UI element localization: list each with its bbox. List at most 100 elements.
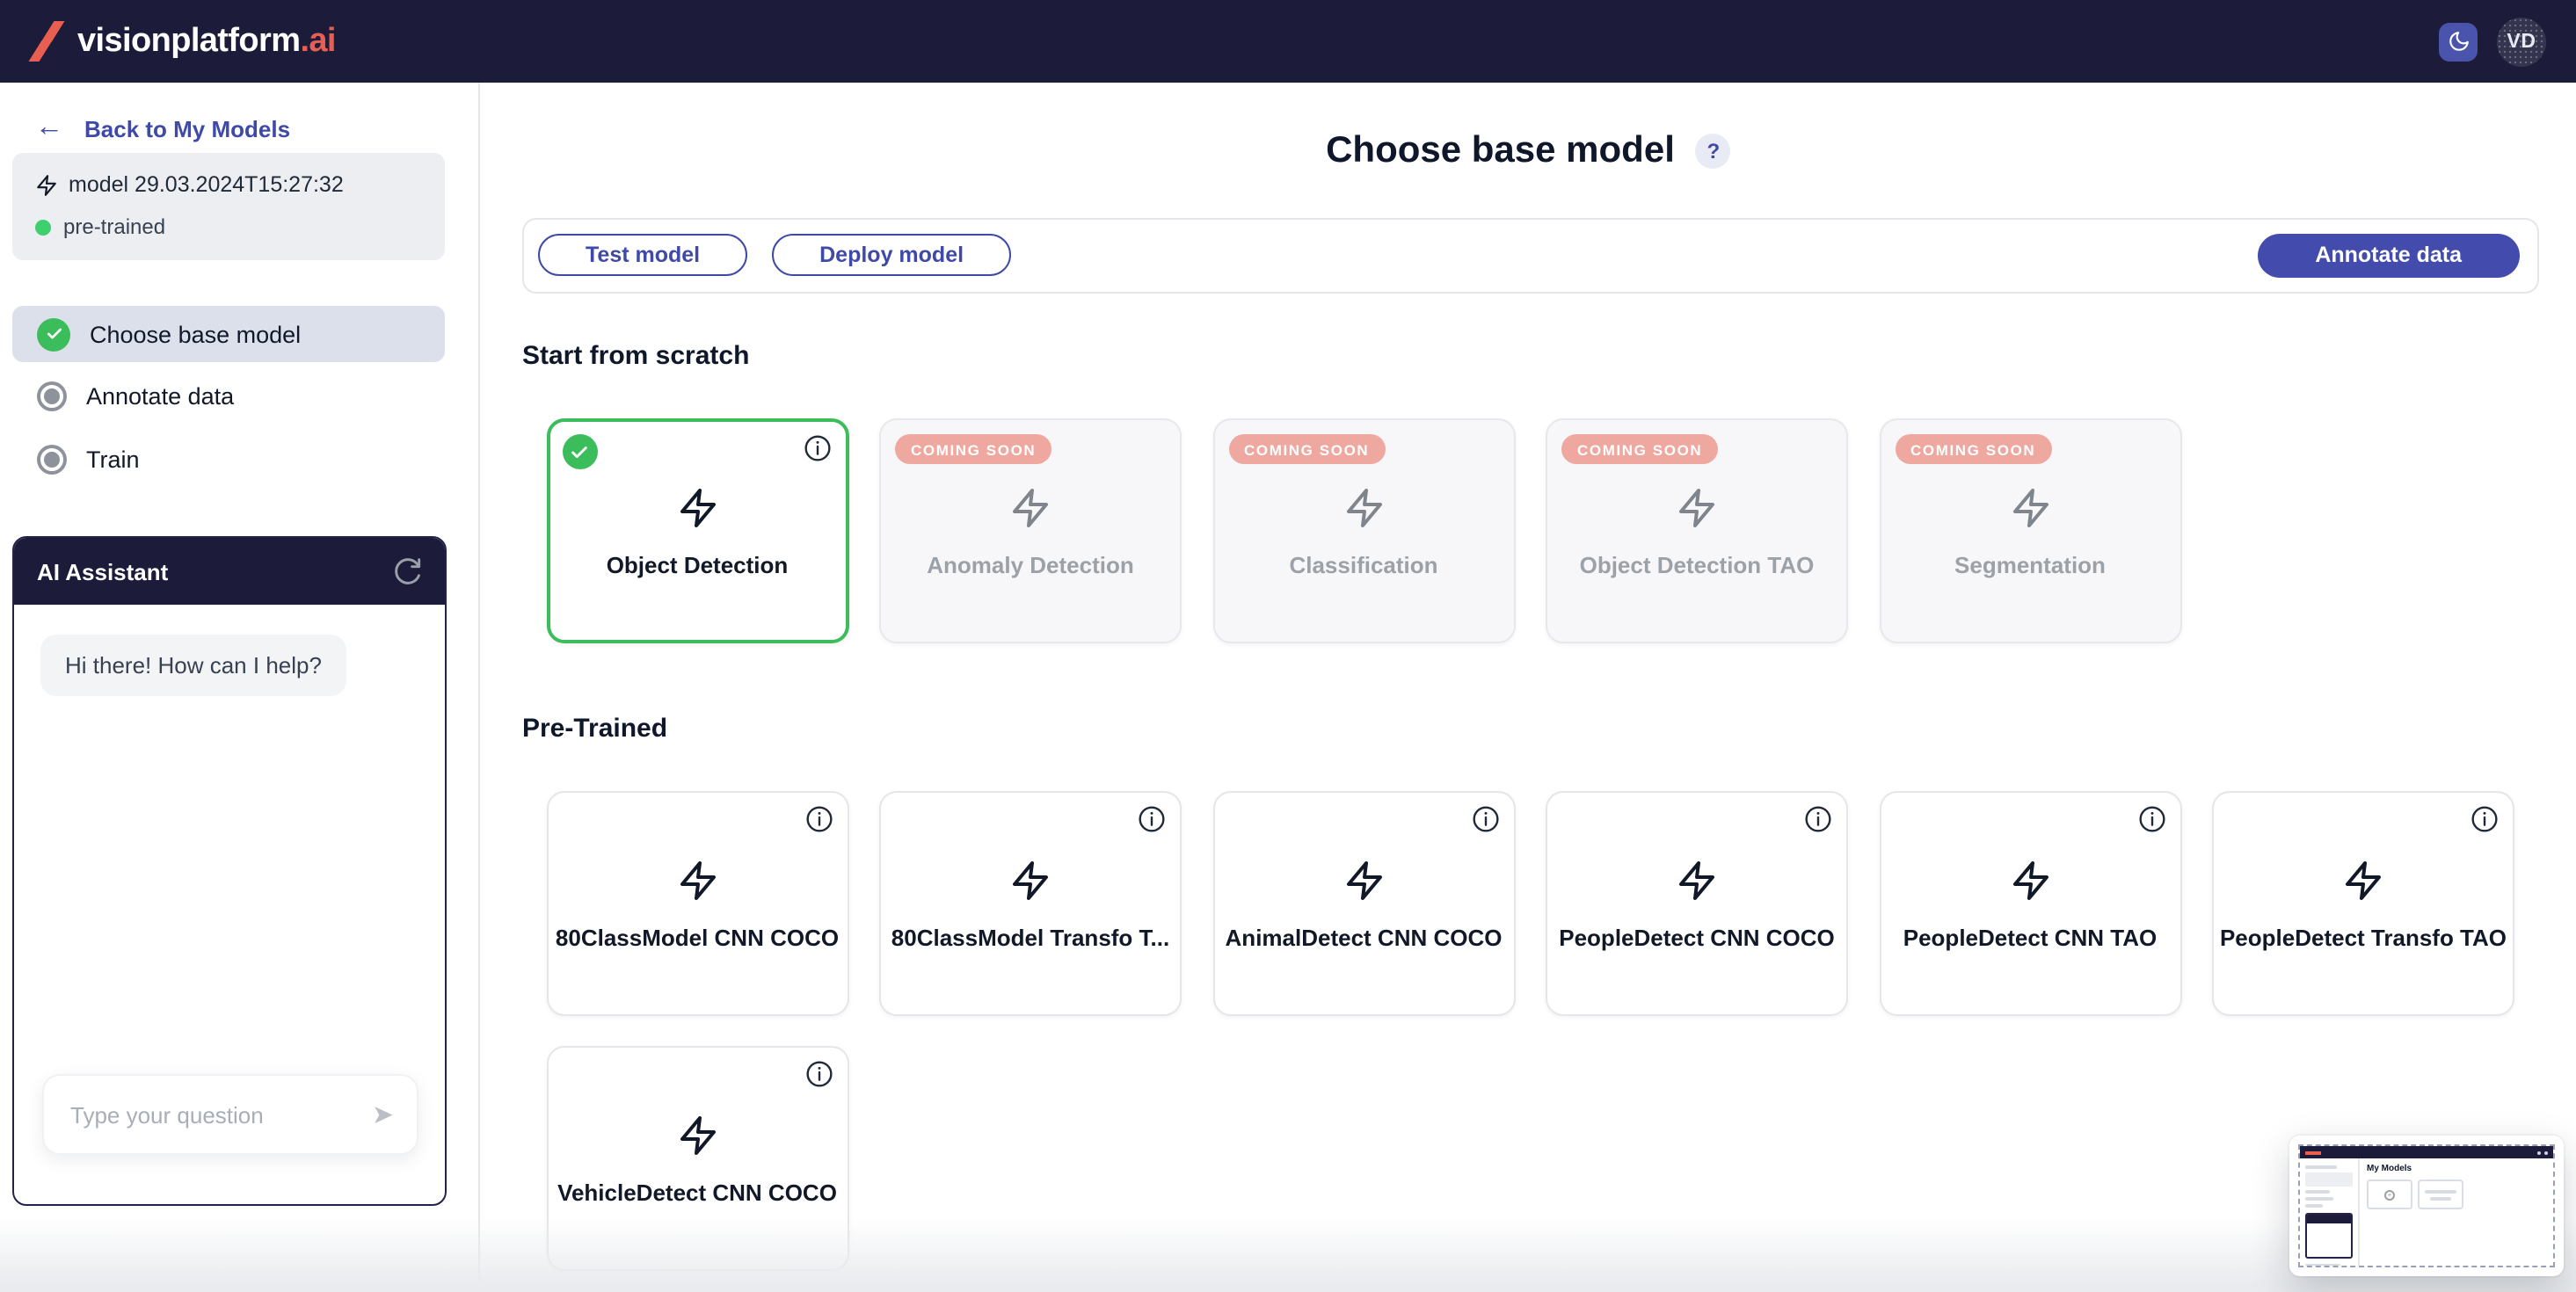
brand-logo: visionplatform.ai [28,20,337,62]
sidebar: ← Back to My Models model 29.03.2024T15:… [0,83,479,1292]
model-card-animaldetect-cnn-coco[interactable]: AnimalDetect CNN COCO [1212,791,1515,1016]
lightning-icon [35,173,58,196]
step-circle-icon [37,381,67,411]
info-icon[interactable] [2137,805,2165,833]
model-name: model 29.03.2024T15:27:32 [69,172,344,197]
card-label: Object Detection TAO [1579,552,1815,578]
chat-input[interactable] [67,1100,372,1129]
coming-soon-badge: COMING SOON [1228,434,1386,464]
preview-card-add: + [2367,1179,2412,1209]
chat-input-container: ➤ [42,1074,418,1155]
card-label: PeopleDetect Transfo TAO [2219,925,2507,951]
coming-soon-badge: COMING SOON [1895,434,2052,464]
section-heading-pre-trained: Pre-Trained [522,714,668,744]
card-label: Anomaly Detection [927,552,1134,578]
model-card-anomaly-detection: COMING SOON Anomaly Detection [879,418,1182,643]
assistant-message: Hi there! How can I help? [40,635,346,696]
info-icon[interactable] [1804,805,1832,833]
preview-screen: My Models + [2298,1144,2555,1267]
ai-assistant-title: AI Assistant [37,558,169,584]
step-label: Annotate data [86,383,235,410]
main-content: Choose base model ? Test model Deploy mo… [481,83,2576,1292]
lightning-icon [676,860,718,902]
step-label: Choose base model [90,321,302,347]
lightning-icon [1009,860,1052,902]
brand-name: visionplatform [77,22,301,59]
back-to-my-models-link[interactable]: ← Back to My Models [35,113,291,142]
send-icon[interactable]: ➤ [371,1100,394,1129]
preview-sidebar [2300,1158,2360,1266]
test-model-button[interactable]: Test model [538,234,748,276]
preview-avatar-dot [2544,1150,2548,1154]
status-dot [35,219,51,235]
page-title: Choose base model [1326,130,1675,171]
step-annotate-data[interactable]: Annotate data [12,368,445,425]
model-card-segmentation: COMING SOON Segmentation [1879,418,2181,643]
coming-soon-badge: COMING SOON [895,434,1052,464]
info-icon[interactable] [1138,805,1166,833]
moon-icon [2447,30,2470,53]
dark-mode-toggle[interactable] [2439,22,2478,61]
card-label: 80ClassModel CNN COCO [555,925,840,951]
pretrained-card-row: 80ClassModel CNN COCO 80ClassModel Trans… [546,791,2517,1270]
preview-title: My Models [2367,1164,2412,1174]
model-status-label: pre-trained [63,214,166,239]
back-arrow-icon: ← [35,113,63,142]
section-heading-start-from-scratch: Start from scratch [522,341,750,371]
card-label: 80ClassModel Transfo T... [891,925,1170,951]
annotate-data-button[interactable]: Annotate data [2257,233,2520,277]
ai-assistant-panel: AI Assistant Hi there! How can I help? ➤ [12,536,447,1206]
ai-assistant-header: AI Assistant [14,538,445,605]
info-icon[interactable] [803,434,831,462]
model-card-object-detection[interactable]: Object Detection [546,418,848,643]
preview-thumbnail[interactable]: My Models + [2289,1136,2564,1276]
preview-moon-dot [2537,1150,2541,1154]
card-label: PeopleDetect CNN COCO [1559,925,1835,951]
info-icon[interactable] [804,1059,833,1087]
deploy-model-button[interactable]: Deploy model [772,234,1012,276]
preview-assistant [2305,1213,2353,1259]
toolbar: Test model Deploy model Annotate data [522,217,2539,293]
model-card-vehicledetect-cnn-coco[interactable]: VehicleDetect CNN COCO [546,1045,848,1270]
model-card-object-detection-tao: COMING SOON Object Detection TAO [1546,418,1848,643]
model-card-peopledetect-transfo-tao[interactable]: PeopleDetect Transfo TAO [2212,791,2514,1016]
lightning-icon [676,487,718,529]
preview-card-model [2418,1179,2463,1209]
step-label: Train [86,446,140,472]
lightning-icon [2342,860,2384,902]
lightning-icon [2009,860,2051,902]
refresh-icon[interactable] [394,557,422,585]
lightning-icon [1676,487,1718,529]
lightning-icon [1009,487,1052,529]
card-label: Classification [1289,552,1438,578]
top-bar: visionplatform.ai VD [0,0,2576,83]
step-train[interactable]: Train [12,431,445,487]
preview-main: My Models + [2367,1164,2548,1209]
model-card-peopledetect-cnn-coco[interactable]: PeopleDetect CNN COCO [1546,791,1848,1016]
card-label: Segmentation [1954,552,2106,578]
step-choose-base-model[interactable]: Choose base model [12,306,445,362]
lightning-icon [676,1114,718,1156]
model-card-peopledetect-cnn-tao[interactable]: PeopleDetect CNN TAO [1879,791,2181,1016]
help-icon[interactable]: ? [1695,134,1731,169]
info-icon[interactable] [1471,805,1499,833]
info-icon[interactable] [804,805,833,833]
lightning-icon [1343,860,1385,902]
back-link-label: Back to My Models [84,115,291,142]
card-label: AnimalDetect CNN COCO [1225,925,1503,951]
step-circle-icon [37,444,67,474]
lightning-logo-icon [28,20,65,62]
model-card-80classmodel-cnn-coco[interactable]: 80ClassModel CNN COCO [546,791,848,1016]
model-card-80classmodel-transfo[interactable]: 80ClassModel Transfo T... [879,791,1182,1016]
check-circle-icon [562,434,597,469]
model-summary-card: model 29.03.2024T15:27:32 pre-trained [12,153,445,260]
check-circle-icon [37,317,70,351]
model-card-classification: COMING SOON Classification [1212,418,1515,643]
card-label: VehicleDetect CNN COCO [557,1179,837,1205]
scratch-card-row: Object Detection COMING SOON Anomaly Det… [546,418,2517,643]
avatar[interactable]: VD [2497,17,2546,66]
card-label: PeopleDetect CNN TAO [1903,925,2158,951]
topbar-actions: VD [2439,17,2546,66]
card-label: Object Detection [606,552,789,578]
info-icon[interactable] [2470,805,2499,833]
